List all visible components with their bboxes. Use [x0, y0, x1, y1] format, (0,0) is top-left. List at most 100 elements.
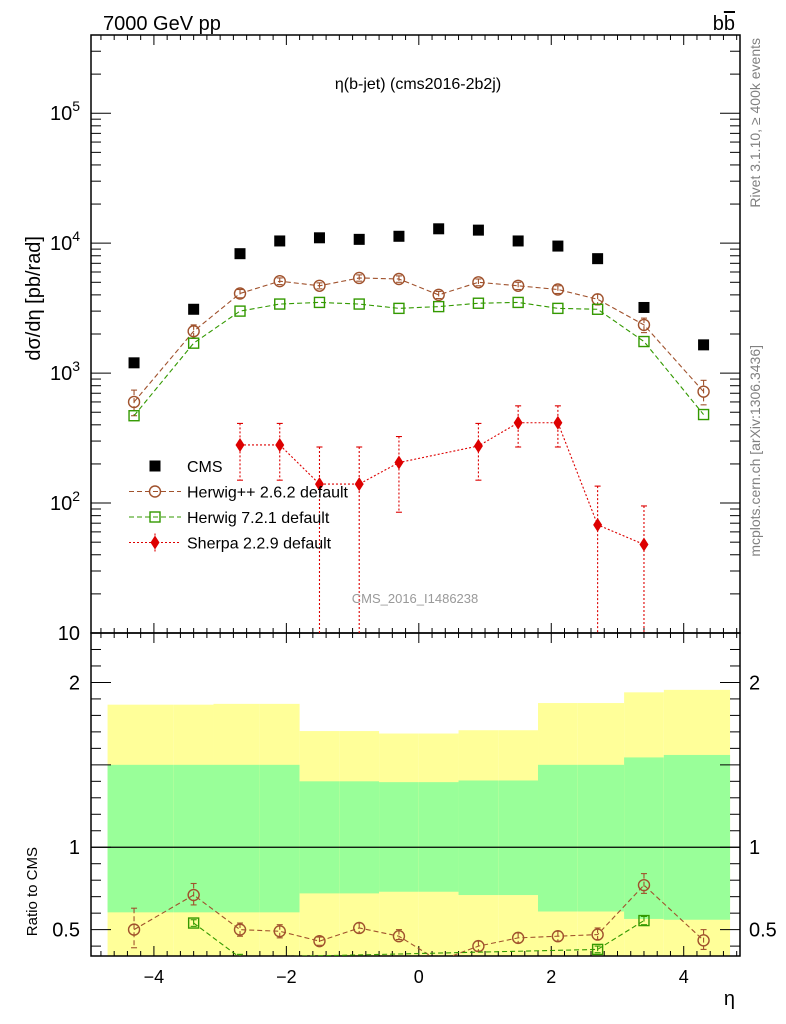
main-series	[128, 223, 710, 369]
main-data-point	[552, 302, 564, 315]
main-data-point	[394, 455, 404, 470]
legend-entry: Herwig 7.2.1 default	[129, 510, 330, 527]
main-data-point	[188, 303, 200, 315]
main-data-point	[472, 297, 485, 309]
ratio-data-point	[353, 921, 366, 935]
main-data-point	[234, 248, 246, 260]
ratio-data-point	[591, 943, 604, 956]
main-data-point	[392, 272, 406, 286]
x-tick-label: 2	[546, 967, 556, 987]
axes: −4 −2 0 2 4 10 102 103 104 105 0.5 0.5 1 1 2 2	[50, 34, 777, 987]
main-series-line	[240, 422, 645, 545]
x-tick-label: −4	[144, 967, 165, 987]
main-data-point	[127, 395, 141, 409]
main-data-point	[433, 223, 445, 235]
ratio-data-point	[511, 931, 525, 945]
legend-label: CMS	[187, 459, 223, 476]
main-data-point	[472, 276, 485, 289]
main-data-point	[314, 477, 324, 492]
main-data-point	[592, 253, 604, 265]
legend-marker	[148, 485, 162, 498]
ratio-data-point	[273, 925, 286, 938]
ratio-data	[127, 873, 710, 956]
y-tick-label-main: 104	[50, 228, 80, 255]
ratio-band-inner	[538, 764, 578, 912]
main-series	[235, 405, 649, 633]
ratio-series-line	[193, 920, 645, 956]
main-data-point	[128, 357, 140, 369]
main-data-point	[353, 298, 365, 310]
y-tick-label-ratio: 2	[69, 672, 80, 694]
x-tick-label: 0	[414, 967, 424, 987]
ratio-series	[187, 914, 650, 956]
main-data-point	[593, 517, 603, 532]
ratio-band-inner	[577, 764, 625, 912]
legend-label: Herwig 7.2.1 default	[187, 510, 330, 527]
ratio-band-inner	[107, 764, 174, 913]
ratio-band-inner	[299, 781, 340, 894]
main-data-point	[697, 408, 710, 421]
main-data-point	[512, 296, 524, 309]
y-tick-label-main: 102	[50, 488, 80, 515]
side-text-mcplots: mcplots.cern.ch [arXiv:1306.3436]	[747, 345, 763, 557]
y-tick-label-ratio-right: 2	[749, 672, 760, 694]
main-data-point	[591, 303, 604, 315]
legend-entry: Herwig++ 2.6.2 default	[129, 485, 349, 502]
legend: CMS Herwig++ 2.6.2 default Herwig 7.2.1 de…	[129, 459, 349, 553]
side-text-rivet: Rivet 3.1.10, ≥ 400k events	[747, 38, 763, 208]
y-tick-label-main: 103	[50, 358, 80, 385]
ratio-band-inner	[259, 764, 300, 913]
main-data-point	[432, 300, 445, 313]
watermark: CMS_2016_I1486238	[352, 591, 479, 606]
ratio-band-inner	[498, 780, 539, 896]
ratio-data-point	[551, 930, 565, 943]
main-data-point	[637, 318, 651, 332]
main-series-line	[133, 301, 705, 417]
y-tick-label-ratio-right: 1	[749, 837, 760, 859]
main-data-point	[551, 283, 565, 296]
main-data-point	[552, 240, 564, 252]
main-data-point	[553, 415, 563, 430]
main-series	[127, 271, 710, 417]
ratio-data-point	[127, 923, 141, 936]
ratio-data-point	[697, 934, 710, 947]
main-data-point	[274, 298, 286, 310]
main-data-point	[432, 288, 445, 302]
ratio-frame	[90, 632, 741, 957]
main-data-point	[353, 233, 365, 245]
legend-entry: Sherpa 2.2.9 default	[129, 533, 332, 553]
x-axis-label: η	[724, 988, 735, 1010]
y-tick-label-main: 105	[50, 98, 80, 125]
ratio-series	[127, 873, 710, 956]
main-data-point	[234, 305, 246, 317]
ratio-data-point	[233, 923, 247, 936]
legend-marker	[150, 535, 160, 550]
legend-entry: CMS	[149, 459, 223, 476]
main-data-point	[513, 415, 523, 430]
ratio-band-inner	[624, 757, 664, 919]
main-plot-title: η(b-jet) (cms2016-2b2j)	[335, 76, 501, 93]
main-data-point	[233, 287, 247, 300]
main-data-point	[274, 235, 286, 247]
legend-marker	[149, 511, 161, 523]
main-data-point	[275, 437, 285, 452]
ratio-band-inner	[418, 782, 459, 892]
main-data-point	[187, 337, 200, 349]
main-data-point	[638, 335, 650, 348]
main-data-point	[313, 296, 326, 309]
data-layer	[127, 223, 710, 956]
y-tick-label-ratio: 1	[69, 837, 80, 859]
ratio-band-inner	[213, 764, 260, 913]
ratio-data-point	[313, 934, 326, 948]
ratio-band-inner	[458, 780, 499, 896]
y-axis-label-ratio: Ratio to CMS	[24, 847, 41, 936]
main-data	[127, 223, 710, 633]
main-data-point	[273, 274, 286, 288]
main-data-point	[512, 235, 524, 247]
main-data-point	[313, 279, 326, 292]
main-data-point	[187, 325, 200, 338]
main-data-point	[697, 385, 710, 398]
header-final-state: bb	[713, 13, 735, 35]
main-data-point	[393, 230, 405, 242]
